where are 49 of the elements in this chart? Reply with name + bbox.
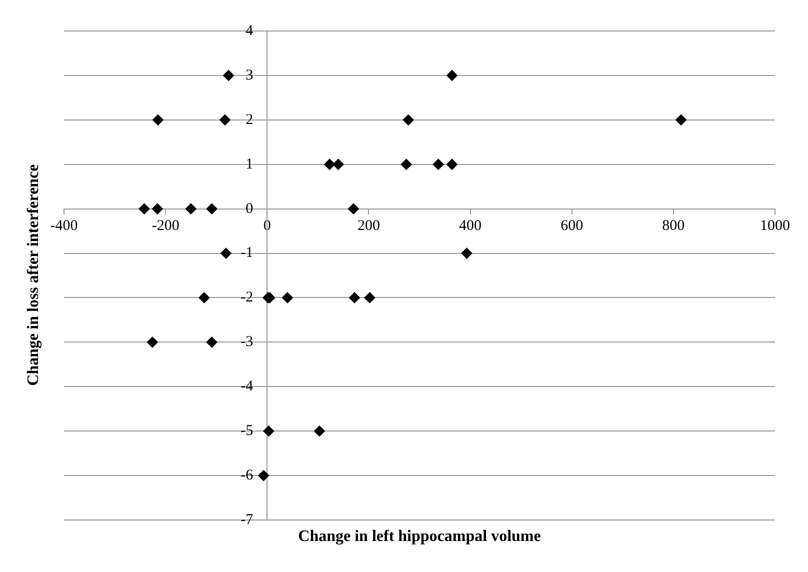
y-tick-label: 4 xyxy=(246,22,254,39)
point xyxy=(461,248,472,259)
point xyxy=(348,292,360,304)
point xyxy=(676,114,687,126)
x-tick-label: 600 xyxy=(560,218,584,234)
y-tick-label: 2 xyxy=(246,112,254,128)
point xyxy=(263,426,274,437)
point xyxy=(138,203,150,214)
point xyxy=(402,114,414,126)
point xyxy=(219,114,230,126)
point xyxy=(332,158,344,170)
point xyxy=(258,470,270,482)
x-tick-label: -200 xyxy=(152,218,180,234)
point xyxy=(348,203,359,214)
point xyxy=(446,70,458,81)
y-tick-label: 3 xyxy=(246,67,254,84)
y-tick-label: -5 xyxy=(240,423,254,440)
y-tick-label: 1 xyxy=(246,156,254,172)
x-axis-title: Change in left hippocampal volume xyxy=(297,528,542,546)
x-tick-label: 1000 xyxy=(760,218,790,234)
y-tick-label: -6 xyxy=(240,467,254,484)
point xyxy=(314,426,325,437)
point xyxy=(364,292,376,304)
point xyxy=(185,203,196,214)
point xyxy=(206,336,218,348)
point xyxy=(206,203,218,214)
point xyxy=(198,292,210,304)
y-tick-label: -2 xyxy=(240,290,254,306)
x-tick-label: -400 xyxy=(50,218,78,234)
point xyxy=(282,292,293,304)
point xyxy=(400,158,412,170)
x-tick-label: 400 xyxy=(459,218,482,234)
point xyxy=(220,248,232,259)
y-tick-label: -3 xyxy=(240,334,254,350)
x-tick-label: 200 xyxy=(357,218,380,234)
y-tick-label: -1 xyxy=(240,245,254,262)
point xyxy=(446,158,458,170)
x-tick-label: 0 xyxy=(263,218,271,234)
point xyxy=(432,158,444,170)
y-tick-label: -7 xyxy=(240,512,254,528)
y-tick-label: -4 xyxy=(240,378,254,395)
y-axis-title: Change in loss after interference xyxy=(25,164,43,386)
point xyxy=(152,114,164,126)
point xyxy=(223,70,234,81)
point xyxy=(324,158,336,170)
point xyxy=(146,336,158,348)
point xyxy=(152,203,163,214)
y-tick-label: 0 xyxy=(246,200,254,217)
x-tick-label: 800 xyxy=(662,218,685,234)
